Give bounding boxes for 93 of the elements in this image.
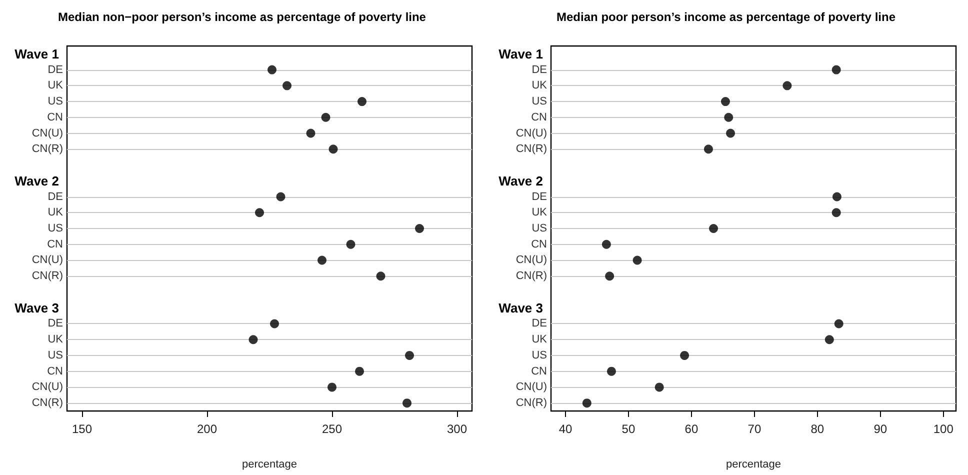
point bbox=[355, 366, 364, 376]
y-tick-label: UK bbox=[48, 80, 64, 92]
point bbox=[328, 382, 336, 392]
y-tick-label: CN bbox=[531, 238, 548, 250]
point bbox=[321, 112, 330, 122]
point bbox=[824, 335, 834, 344]
point bbox=[724, 112, 734, 122]
y-tick-label: CN(R) bbox=[32, 143, 63, 156]
point bbox=[282, 81, 292, 90]
y-tick-label: CN(R) bbox=[516, 270, 547, 282]
point bbox=[726, 128, 736, 138]
y-tick-label: CN bbox=[47, 365, 64, 378]
chart-title: Median non−poor person’s income as percentage of poverty line bbox=[58, 10, 426, 24]
point bbox=[255, 208, 264, 218]
point bbox=[270, 319, 279, 328]
y-tick-label: DE bbox=[48, 190, 63, 203]
y-tick-label: Wave 1 bbox=[498, 46, 543, 62]
x-tick-label: 150 bbox=[72, 422, 92, 436]
point bbox=[654, 382, 664, 392]
point bbox=[709, 224, 718, 233]
y-tick-label: US bbox=[532, 96, 547, 108]
y-tick-label: DE bbox=[48, 318, 63, 330]
y-tick-label: DE bbox=[532, 318, 547, 330]
point bbox=[602, 240, 611, 249]
y-tick-label: UK bbox=[48, 334, 64, 346]
point bbox=[318, 256, 326, 265]
y-tick-label: CN(U) bbox=[516, 254, 547, 266]
y-tick-label: CN(R) bbox=[32, 397, 63, 410]
point bbox=[268, 65, 276, 74]
y-tick-label: Wave 3 bbox=[498, 300, 543, 316]
y-tick-label: Wave 2 bbox=[14, 173, 59, 188]
point bbox=[582, 398, 592, 408]
y-tick-label: Wave 3 bbox=[14, 300, 59, 316]
y-tick-label: CN(U) bbox=[32, 127, 63, 140]
x-tick-label: 90 bbox=[874, 422, 888, 436]
x-tick-label: 300 bbox=[446, 422, 468, 436]
y-tick-label: UK bbox=[532, 80, 548, 92]
point bbox=[358, 97, 366, 106]
point bbox=[605, 272, 614, 281]
x-tick-label: 100 bbox=[933, 422, 954, 436]
chart-title: Median poor person’s income as percentage of poverty line bbox=[556, 10, 896, 24]
point bbox=[782, 81, 792, 90]
point bbox=[680, 350, 690, 360]
point bbox=[376, 272, 386, 281]
point bbox=[834, 319, 844, 328]
point bbox=[832, 192, 842, 202]
point bbox=[346, 240, 356, 249]
y-tick-label: US bbox=[48, 349, 63, 362]
y-tick-label: CN bbox=[47, 238, 64, 250]
point bbox=[720, 97, 730, 106]
y-tick-label: Wave 1 bbox=[14, 46, 59, 62]
y-tick-label: UK bbox=[532, 206, 548, 219]
y-tick-label: US bbox=[48, 96, 63, 108]
point bbox=[832, 65, 841, 74]
x-tick-label: 80 bbox=[810, 422, 824, 436]
x-tick-label: 40 bbox=[558, 422, 572, 436]
y-tick-label: CN(R) bbox=[516, 143, 547, 156]
x-tick-label: 50 bbox=[622, 422, 636, 436]
point bbox=[306, 128, 316, 138]
point bbox=[276, 192, 286, 202]
y-tick-label: CN bbox=[47, 111, 64, 124]
x-tick-label: 250 bbox=[322, 422, 342, 436]
x-tick-label: 200 bbox=[196, 422, 218, 436]
y-tick-label: UK bbox=[48, 206, 64, 219]
point bbox=[402, 398, 412, 408]
point bbox=[405, 350, 414, 360]
y-tick-label: CN(U) bbox=[32, 381, 63, 394]
y-tick-label: DE bbox=[532, 190, 547, 203]
point bbox=[248, 335, 258, 344]
y-tick-label: CN bbox=[531, 111, 548, 124]
y-tick-label: CN(U) bbox=[516, 127, 547, 140]
point bbox=[415, 224, 424, 233]
y-tick-label: Wave 2 bbox=[498, 173, 543, 188]
y-tick-label: CN(U) bbox=[516, 381, 547, 394]
x-axis-title: percentage bbox=[726, 458, 782, 470]
y-tick-label: DE bbox=[532, 64, 547, 76]
point bbox=[704, 144, 713, 154]
x-tick-label: 60 bbox=[684, 422, 698, 436]
y-tick-label: UK bbox=[532, 334, 548, 346]
point bbox=[328, 144, 338, 154]
y-tick-label: CN(U) bbox=[32, 254, 63, 266]
y-tick-label: CN bbox=[531, 365, 548, 378]
y-tick-label: DE bbox=[48, 64, 63, 76]
point bbox=[606, 366, 616, 376]
x-axis-title: percentage bbox=[242, 458, 298, 470]
y-tick-label: US bbox=[532, 222, 547, 234]
point bbox=[832, 208, 841, 218]
y-tick-label: CN(R) bbox=[516, 397, 547, 410]
y-tick-label: US bbox=[532, 349, 547, 362]
x-tick-label: 70 bbox=[748, 422, 762, 436]
y-tick-label: CN(R) bbox=[32, 270, 63, 282]
point bbox=[632, 256, 642, 265]
y-tick-label: US bbox=[48, 222, 63, 234]
